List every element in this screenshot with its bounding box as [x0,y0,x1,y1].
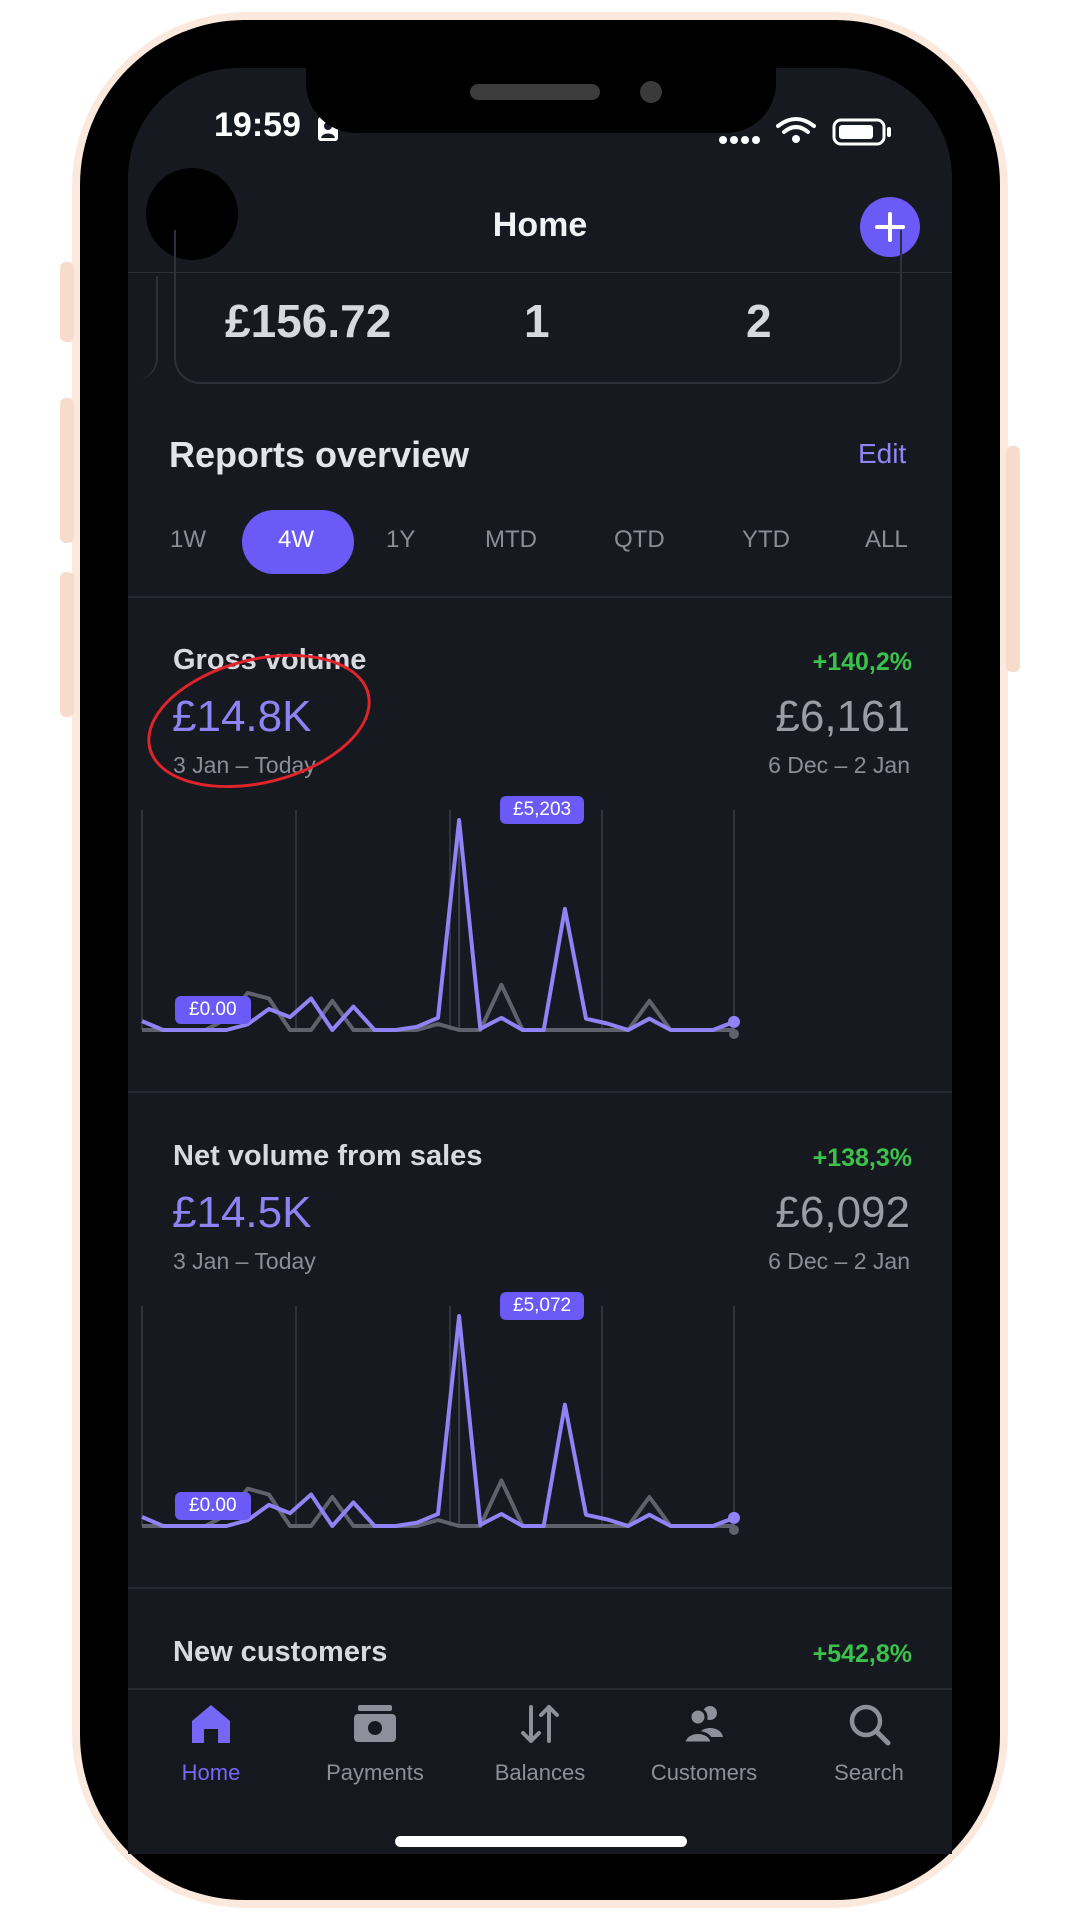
transfer-arrows-icon [521,1705,559,1743]
front-camera [640,81,662,103]
chart-series-current [141,818,735,1032]
stats-card[interactable] [174,230,902,384]
wifi-icon [776,117,816,134]
tab-label: Search [834,1760,904,1785]
battery-icon [832,118,891,146]
net-volume-chart[interactable] [128,1286,952,1546]
metric-current-range: 3 Jan – Today [173,1248,316,1274]
section-divider [128,596,952,598]
metric-previous-value: £6,092 [775,1188,910,1237]
metric-current-value: £14.8K [172,692,312,741]
metric-label: Net volume from sales [173,1140,483,1172]
volume-down-button [60,572,74,717]
section-title: Reports overview [169,434,470,475]
tab-customers[interactable]: Customers [634,1696,774,1786]
home-indicator [395,1836,687,1847]
tab-label: Customers [650,1760,758,1785]
edit-button[interactable]: Edit [858,438,907,469]
range-selected-pill [242,510,354,574]
chart-series-current [141,1314,735,1528]
tab-label: Balances [494,1760,586,1785]
tab-search[interactable]: Search [799,1696,939,1786]
tab-home[interactable]: Home [141,1696,281,1786]
volume-up-button [60,398,74,543]
stats-card-previous [106,276,158,380]
range-4w[interactable]: 4W [278,526,314,553]
metric-previous-range: 6 Dec – 2 Jan [768,1248,910,1274]
status-icons [716,114,896,151]
metric-label: Gross volume [173,644,367,676]
status-time: 19:59 [214,106,301,144]
range-all[interactable]: ALL [865,526,908,553]
range-qtd[interactable]: QTD [614,526,665,553]
metric-current-range: 3 Jan – Today [173,752,316,778]
metric-label: New customers [173,1636,388,1668]
search-icon [849,1704,891,1746]
tab-label: Payments [326,1760,424,1785]
range-mtd[interactable]: MTD [485,526,537,553]
signal-icon [719,136,760,144]
app-screen [128,68,952,1852]
tab-label: Home [181,1760,241,1785]
speaker [470,84,600,100]
stat-amount: £156.72 [225,295,392,347]
range-ytd[interactable]: YTD [742,526,790,553]
chart-peak-label: £5,203 [500,796,585,824]
section-divider [128,1587,952,1589]
chart-zero-label: £0.00 [175,996,251,1024]
chart-end-point-previous [729,1525,739,1535]
metric-current-value: £14.5K [172,1188,312,1237]
stat-count-2: 2 [746,295,772,347]
header-divider [128,272,952,273]
chart-peak-label: £5,072 [500,1292,585,1320]
customers-icon [682,1706,723,1745]
stat-count-1: 1 [524,295,550,347]
wallet-icon [354,1705,396,1742]
metric-previous-range: 6 Dec – 2 Jan [768,752,910,778]
range-1w[interactable]: 1W [170,526,206,553]
tab-bar [128,1688,952,1854]
chart-zero-label: £0.00 [175,1492,251,1520]
chart-end-point-previous [729,1029,739,1039]
mute-switch [60,262,74,342]
section-divider [128,1091,952,1093]
page-title: Home [492,206,588,244]
metric-change: +140,2% [812,648,912,676]
chart-end-point [728,1511,740,1524]
home-icon [192,1705,230,1743]
metric-previous-value: £6,161 [775,692,910,741]
power-button [1006,446,1020,672]
tab-balances[interactable]: Balances [470,1696,610,1786]
range-1y[interactable]: 1Y [386,526,416,553]
chart-end-point [728,1015,740,1028]
tab-payments[interactable]: Payments [305,1696,445,1786]
notch [306,68,776,133]
gross-volume-chart[interactable] [128,790,952,1050]
metric-change: +542,8% [812,1640,912,1668]
metric-change: +138,3% [812,1144,912,1172]
